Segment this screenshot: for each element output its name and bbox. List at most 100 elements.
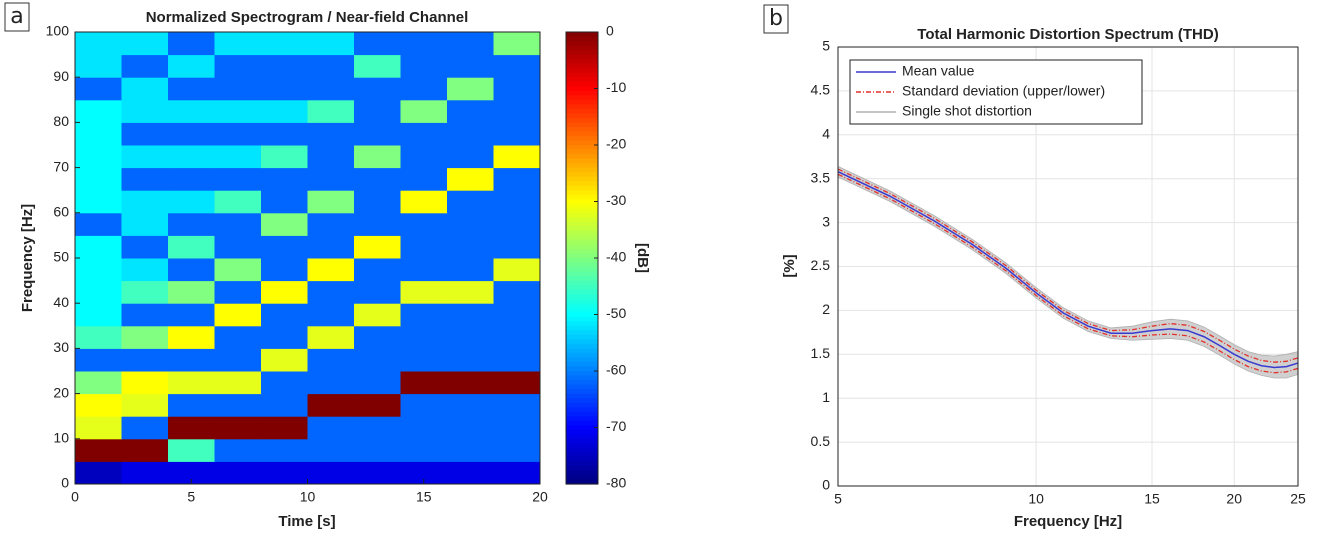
colorbar-segment — [566, 366, 598, 372]
heatmap-cell — [75, 325, 122, 349]
heatmap-cell — [261, 145, 308, 169]
colorbar-segment — [566, 163, 598, 169]
heatmap-cell — [493, 348, 541, 372]
colorbar-segment — [566, 190, 598, 196]
colorbar-segment — [566, 298, 598, 304]
heatmap-cell — [261, 235, 308, 259]
heatmap-cell — [121, 54, 169, 78]
colorbar-segment — [566, 465, 598, 472]
y-axis-label: [%] — [781, 254, 798, 277]
heatmap-cell — [447, 371, 494, 395]
heatmap-cell — [214, 461, 262, 485]
heatmap-cell — [168, 77, 215, 101]
heatmap-cell — [307, 167, 355, 191]
heatmap-cell — [400, 348, 448, 372]
heatmap-cell — [493, 325, 541, 349]
colorbar-segment — [566, 258, 598, 264]
colorbar-segment — [566, 131, 598, 137]
colorbar-segment — [566, 361, 598, 368]
heatmap-cell — [493, 416, 541, 440]
heatmap-cell — [168, 280, 215, 304]
heatmap-cell — [400, 461, 448, 485]
colorbar-segment — [566, 235, 598, 241]
heatmap-cell — [121, 99, 169, 123]
colorbar-segment — [566, 145, 598, 151]
heatmap-cell — [168, 167, 215, 191]
colorbar-segment — [566, 77, 598, 83]
colorbar-segment — [566, 357, 598, 363]
colorbar-tick-label: -40 — [606, 249, 626, 265]
heatmap-cell — [261, 167, 308, 191]
heatmap-cell — [121, 235, 169, 259]
heatmap-cell — [168, 371, 215, 395]
heatmap-cell — [400, 235, 448, 259]
heatmap-cell — [75, 461, 122, 485]
heatmap-cell — [493, 32, 541, 56]
heatmap-cell — [447, 190, 494, 214]
heatmap-cell — [261, 393, 308, 417]
mean-line — [837, 170, 1299, 369]
colorbar-segment — [566, 280, 598, 286]
y-tick-label: 0 — [822, 477, 830, 493]
colorbar-segment — [566, 104, 598, 110]
heatmap-cell — [168, 99, 215, 123]
heatmap-cell — [447, 325, 494, 349]
colorbar-segment — [566, 425, 598, 431]
heatmap-cell — [121, 167, 169, 191]
heatmap-cell — [261, 348, 308, 372]
colorbar-segment — [566, 149, 598, 155]
panel-label: b — [769, 6, 783, 31]
colorbar-segment — [566, 438, 598, 444]
heatmap-cell — [354, 77, 401, 101]
heatmap-cell — [261, 303, 308, 327]
colorbar-segment — [566, 41, 598, 47]
heatmap-cell — [354, 190, 401, 214]
heatmap-cell — [261, 190, 308, 214]
heatmap-cell — [354, 122, 401, 146]
heatmap-cell — [354, 416, 401, 440]
y-tick-label: 5 — [822, 38, 830, 54]
heatmap-cell — [493, 99, 541, 123]
heatmap-cell — [75, 280, 122, 304]
colorbar-segment — [566, 325, 598, 331]
x-axis-label: Frequency [Hz] — [1014, 513, 1122, 530]
heatmap-cell — [121, 461, 169, 485]
heatmap-cell — [261, 258, 308, 282]
heatmap-cell — [75, 212, 122, 236]
heatmap-cell — [493, 145, 541, 169]
heatmap-cell — [307, 190, 355, 214]
heatmap-cell — [261, 99, 308, 123]
std-line — [837, 173, 1299, 374]
colorbar-segment — [566, 36, 598, 42]
y-tick-label: 30 — [53, 339, 69, 355]
heatmap-cell — [214, 371, 262, 395]
heatmap-cell — [447, 212, 494, 236]
y-tick-label: 80 — [53, 113, 69, 129]
heatmap-cell — [307, 416, 355, 440]
y-tick-label: 40 — [53, 294, 69, 310]
heatmap-cell — [214, 235, 262, 259]
heatmap-cell — [493, 235, 541, 259]
colorbar-segment — [566, 68, 598, 74]
heatmap-cell — [307, 393, 355, 417]
heatmap-cell — [261, 54, 308, 78]
colorbar-segment — [566, 334, 598, 340]
y-tick-label: 1.5 — [811, 345, 831, 361]
heatmap-cell — [400, 145, 448, 169]
heatmap-cell — [354, 99, 401, 123]
heatmap-cell — [400, 32, 448, 56]
colorbar-segment — [566, 59, 598, 65]
y-tick-label: 50 — [53, 249, 69, 265]
heatmap-cell — [121, 258, 169, 282]
heatmap-cell — [354, 280, 401, 304]
colorbar-segment — [566, 316, 598, 322]
heatmap-cell — [261, 416, 308, 440]
heatmap-cell — [307, 99, 355, 123]
colorbar-segment — [566, 194, 598, 200]
heatmap-cell — [214, 32, 262, 56]
heatmap-cell — [121, 122, 169, 146]
heatmap-cell — [121, 325, 169, 349]
colorbar-segment — [566, 429, 598, 435]
colorbar-segment — [566, 285, 598, 291]
colorbar-segment — [566, 199, 598, 205]
